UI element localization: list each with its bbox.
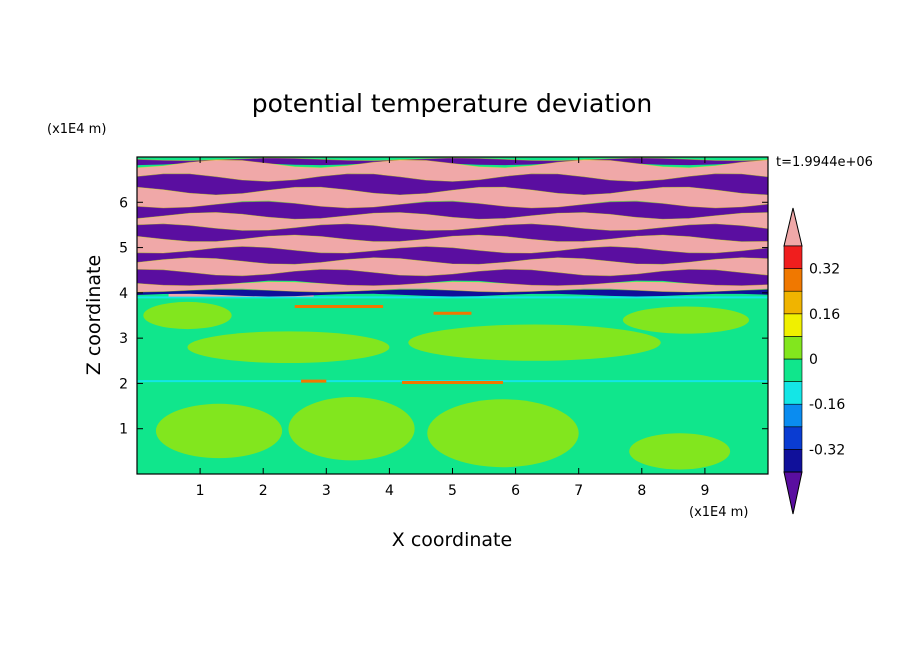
colorbar-min-arrow [783, 471, 803, 515]
x-axis-ticks: 1 2 3 4 5 6 7 8 9 [196, 157, 709, 499]
colorbar-segment [783, 313, 803, 337]
plot-area [137, 157, 768, 474]
x-tick-label: 6 [511, 483, 520, 499]
upper-band [137, 201, 768, 220]
band-edge [137, 234, 768, 243]
x-tick-label: 1 [196, 483, 205, 499]
y-tick-label: 4 [119, 286, 128, 302]
colorbar-segment [783, 381, 803, 405]
band-edge [137, 257, 768, 265]
upper-band [137, 187, 768, 209]
lower-blob [427, 399, 579, 468]
x-tick-label: 4 [385, 483, 394, 499]
band-edge [137, 173, 768, 182]
y-tick-label: 3 [119, 331, 128, 347]
colorbar-segment [783, 336, 803, 360]
band-edge [137, 159, 768, 169]
upper-band [137, 246, 768, 265]
colorbar-tick-label: 0.32 [809, 262, 840, 278]
chart-title: potential temperature deviation [252, 89, 652, 118]
colorbar-segment [783, 290, 803, 315]
colorbar-segment [783, 268, 803, 292]
lower-blob [155, 403, 283, 459]
lower-blob [143, 301, 232, 330]
upper-band [137, 269, 768, 288]
colorbar-tick-label: -0.16 [809, 397, 845, 413]
colorbar-segment [783, 426, 803, 450]
x-unit-label: (x1E4 m) [689, 505, 748, 520]
band-edge [137, 211, 768, 220]
upper-band [137, 281, 768, 293]
x-tick-label: 2 [259, 483, 268, 499]
upper-band [137, 159, 768, 182]
upper-band [137, 257, 768, 276]
lower-blob [622, 306, 750, 334]
upper-band [137, 235, 768, 253]
x-tick-label: 7 [574, 483, 583, 499]
colorbar-segment [783, 403, 803, 428]
x-tick-label: 8 [637, 483, 646, 499]
lower-blob [629, 433, 731, 470]
x-tick-label: 9 [700, 483, 709, 499]
band-edge [137, 281, 768, 287]
y-tick-label: 6 [119, 195, 128, 211]
time-label: t=1.9944e+06 [776, 155, 873, 170]
y-tick-label: 5 [119, 241, 128, 257]
colorbar-max-arrow [783, 207, 803, 247]
band-edge [137, 200, 768, 209]
colorbar-tick-label: 0.16 [809, 307, 840, 323]
band-edge [137, 245, 768, 254]
band-edge [137, 223, 768, 231]
colorbar-tick-label: 0 [809, 352, 818, 368]
x-axis-label: X coordinate [392, 529, 512, 551]
colorbar-segment [783, 245, 803, 269]
y-tick-label: 2 [119, 376, 128, 392]
lower-blob [408, 324, 661, 361]
upper-layer [137, 157, 768, 297]
upper-band [137, 212, 768, 231]
x-tick-label: 5 [448, 483, 457, 499]
upper-band [137, 173, 768, 195]
colorbar-tick-label: -0.32 [809, 442, 845, 458]
y-axis-ticks: 1 2 3 4 5 6 [119, 195, 768, 438]
y-unit-label: (x1E4 m) [47, 122, 106, 137]
colorbar-segment [783, 449, 803, 473]
upper-band [137, 223, 768, 242]
y-axis-label: Z coordinate [83, 255, 105, 375]
x-tick-label: 3 [322, 483, 331, 499]
y-tick-label: 1 [119, 422, 128, 438]
band-edge [137, 288, 768, 293]
band-edge [137, 268, 768, 277]
colorbar: 0.32 0.16 0 -0.16 -0.32 [783, 207, 845, 515]
upper-band [137, 289, 768, 297]
colorbar-segment [783, 358, 803, 382]
lower-blob [288, 397, 415, 461]
lower-blob [187, 331, 390, 364]
band-edge [137, 186, 768, 196]
